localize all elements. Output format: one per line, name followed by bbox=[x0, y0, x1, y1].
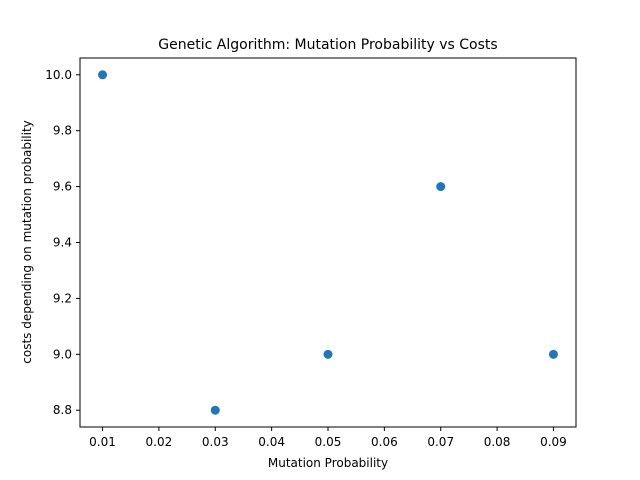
x-tick-label: 0.03 bbox=[202, 435, 229, 449]
data-points bbox=[98, 70, 558, 415]
plot-area bbox=[80, 58, 576, 427]
x-tick-label: 0.08 bbox=[484, 435, 511, 449]
x-axis-ticks: 0.01 0.02 0.03 0.04 0.05 0.06 0.07 0.08 0.09 bbox=[89, 427, 567, 449]
x-tick-label: 0.09 bbox=[540, 435, 567, 449]
y-tick-label: 10.0 bbox=[45, 68, 72, 82]
x-tick-label: 0.07 bbox=[427, 435, 454, 449]
x-tick-label: 0.06 bbox=[371, 435, 398, 449]
y-tick-label: 9.8 bbox=[53, 124, 72, 138]
y-tick-label: 9.6 bbox=[53, 180, 72, 194]
x-axis-label: Mutation Probability bbox=[268, 456, 388, 470]
data-point bbox=[98, 70, 108, 80]
y-tick-label: 9.2 bbox=[53, 291, 72, 305]
x-tick-label: 0.02 bbox=[146, 435, 173, 449]
x-tick-label: 0.04 bbox=[258, 435, 285, 449]
y-axis-ticks: 8.8 9.0 9.2 9.4 9.6 9.8 10.0 bbox=[45, 68, 80, 417]
y-tick-label: 8.8 bbox=[53, 403, 72, 417]
y-tick-label: 9.4 bbox=[53, 236, 72, 250]
data-point bbox=[436, 182, 446, 192]
y-tick-label: 9.0 bbox=[53, 347, 72, 361]
data-point bbox=[323, 349, 333, 359]
data-point bbox=[548, 349, 558, 359]
chart-title: Genetic Algorithm: Mutation Probability … bbox=[158, 37, 497, 53]
data-point bbox=[210, 405, 220, 415]
x-tick-label: 0.05 bbox=[315, 435, 342, 449]
y-axis-label: costs depending on mutation probability bbox=[20, 120, 34, 364]
plot-frame bbox=[79, 57, 577, 428]
x-tick-label: 0.01 bbox=[89, 435, 116, 449]
